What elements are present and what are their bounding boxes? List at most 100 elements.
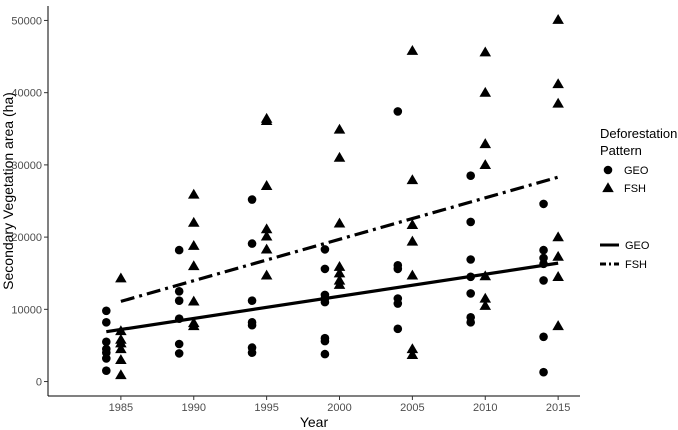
legend-point-entries: GEO FSH (602, 165, 649, 195)
geo-point (466, 171, 475, 181)
x-tick-label: 2000 (327, 402, 351, 414)
x-tick-label: 2015 (546, 402, 570, 414)
geo-point (174, 245, 184, 255)
fsh-point (115, 354, 127, 365)
geo-point (393, 107, 403, 116)
fsh-point (115, 337, 127, 348)
legend-fsh-label: FSH (624, 183, 646, 195)
fsh-point (333, 217, 346, 228)
geo-point (466, 318, 475, 327)
x-axis-title: Year (300, 414, 329, 430)
fsh-point (333, 267, 346, 278)
legend: Deforestation Pattern GEO FSH GEO FSH (600, 126, 677, 271)
fsh-point (479, 86, 492, 97)
legend-title-line-1: Deforestation (600, 126, 677, 141)
geo-point (102, 354, 111, 363)
geo-point (174, 339, 184, 349)
fsh-point (187, 240, 200, 250)
fsh-point (187, 295, 200, 306)
geo-point (393, 264, 403, 274)
geo-point (247, 348, 257, 357)
fsh-point (552, 320, 564, 331)
x-tick-label: 1990 (182, 402, 206, 414)
geo-point (539, 367, 548, 377)
fsh-point (479, 159, 492, 170)
fsh-point (479, 292, 492, 303)
fsh-point (333, 260, 346, 271)
geo-point (247, 320, 257, 330)
fsh-point (406, 269, 419, 280)
fsh-point (333, 279, 346, 289)
geo-point (320, 349, 330, 359)
y-tick-label: 30000 (11, 160, 42, 172)
geo-point (539, 245, 548, 255)
y-tick-label: 10000 (11, 304, 42, 316)
fsh-trend-line (120, 175, 559, 303)
geo-point (539, 332, 548, 342)
geo-point (466, 255, 475, 264)
y-axis-title: Secondary Vegetation area (ha) (0, 92, 16, 290)
geo-point (247, 296, 257, 305)
geo-point (102, 318, 111, 327)
geo-point (174, 286, 184, 296)
geo-point (102, 337, 111, 347)
legend-geo-marker (603, 165, 613, 175)
fsh-point (406, 235, 419, 246)
geo-point (320, 245, 330, 254)
fsh-point (187, 188, 200, 199)
fsh-point (260, 243, 273, 254)
y-tick-label: 40000 (11, 88, 42, 100)
fsh-point (406, 45, 419, 55)
fsh-point (260, 269, 273, 280)
fsh-point (333, 151, 346, 162)
fsh-point (552, 97, 564, 108)
fsh-point (552, 250, 564, 261)
fsh-point (260, 223, 273, 234)
fsh-point (115, 369, 127, 380)
fsh-point (552, 271, 564, 281)
x-tick-label: 2005 (400, 402, 424, 414)
fsh-point (552, 13, 564, 24)
fsh-point (187, 320, 200, 331)
fsh-point (260, 115, 273, 125)
axes (47, 6, 580, 397)
geo-point (320, 264, 330, 274)
legend-geo-label: GEO (624, 165, 649, 177)
fsh-point (260, 230, 273, 241)
fsh-point (406, 349, 419, 359)
fsh-point (479, 46, 492, 57)
fsh-point (187, 216, 200, 227)
geo-point (247, 239, 257, 248)
fsh-point (187, 260, 200, 271)
geo-point (102, 366, 111, 376)
geo-point (393, 324, 403, 334)
y-tick-label: 50000 (11, 15, 42, 27)
fsh-point (115, 343, 127, 354)
fsh-point (552, 231, 564, 242)
fsh-point (333, 123, 346, 134)
fsh-point (552, 78, 564, 89)
legend-line-entries: GEO FSH (600, 240, 650, 271)
legend-geo-line-label: GEO (625, 240, 650, 252)
fsh-point (479, 299, 492, 310)
fsh-point (406, 219, 419, 229)
y-tick-label: 20000 (11, 232, 42, 244)
legend-fsh-line-label: FSH (625, 259, 647, 271)
x-tick-label: 1985 (109, 402, 133, 414)
legend-fsh-marker (602, 182, 614, 193)
geo-point (466, 217, 475, 227)
fsh-point (260, 180, 273, 190)
geo-point (393, 299, 403, 308)
fsh-point (406, 174, 419, 185)
geo-point (466, 289, 475, 298)
geo-point (102, 306, 111, 316)
geo-point (539, 276, 548, 285)
x-tick-label: 1995 (254, 402, 278, 414)
fsh-point (406, 343, 419, 354)
x-tick-label: 2010 (473, 402, 497, 414)
fsh-point (115, 272, 127, 283)
axis-ticks: 1985 1990 1995 2000 2005 2010 2015 0 10000 20000 3… (11, 15, 570, 414)
legend-title-line-2: Pattern (600, 143, 642, 158)
geo-point (174, 296, 184, 305)
